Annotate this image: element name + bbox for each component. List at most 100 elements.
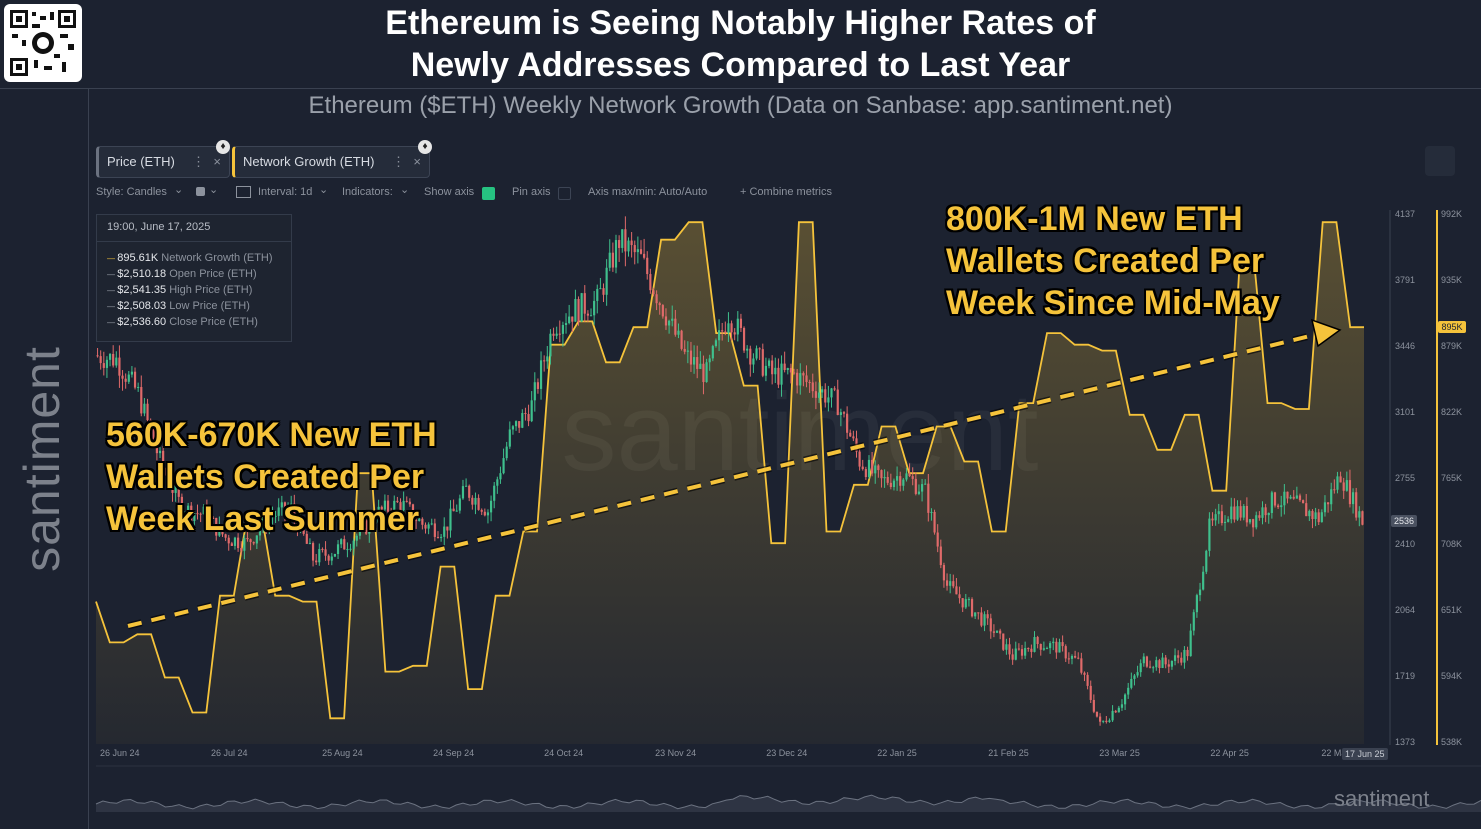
price-candle <box>824 389 827 403</box>
price-candle <box>958 594 961 599</box>
price-candle <box>458 498 461 511</box>
price-candle <box>252 542 255 544</box>
price-candle <box>133 371 137 388</box>
price-candle <box>505 446 508 459</box>
show-axis-checkbox[interactable] <box>482 187 495 200</box>
price-candle <box>802 373 805 376</box>
chevron-down-icon[interactable]: ⌄ <box>400 184 410 196</box>
price-candle <box>130 371 134 375</box>
price-candle <box>811 382 814 392</box>
price-candle <box>995 630 999 633</box>
price-candle <box>911 476 914 479</box>
price-candle <box>861 466 864 470</box>
interval-dropdown[interactable]: Interval: 1d <box>258 186 313 198</box>
chevron-down-icon[interactable]: ⌄ <box>209 184 219 196</box>
price-candle <box>443 526 446 537</box>
current-price-badge: 2536 <box>1391 515 1417 527</box>
price-candle <box>483 511 486 516</box>
price-candle <box>449 508 452 531</box>
price-tick-label: 2410 <box>1395 539 1416 549</box>
price-candle <box>1186 649 1189 657</box>
settings-button[interactable] <box>1425 146 1455 176</box>
chevron-down-icon[interactable]: ⌄ <box>174 184 184 196</box>
price-candle <box>452 508 455 512</box>
annotation-right: 800K-1M New ETH Wallets Created Per Week… <box>946 198 1280 324</box>
price-candle <box>340 539 343 545</box>
price-candle <box>1314 512 1317 520</box>
axis-minmax-dropdown[interactable]: Axis max/min: Auto/Auto <box>588 186 708 198</box>
price-candle <box>1267 512 1270 516</box>
price-candle <box>493 485 496 501</box>
style-dropdown[interactable]: Style: Candles <box>96 186 167 198</box>
price-candle <box>999 630 1002 634</box>
tooltip-row: — $2,510.18 Open Price (ETH) <box>107 268 257 280</box>
sidebar-divider <box>88 88 89 829</box>
legend-swatch: — <box>107 270 118 279</box>
price-candle <box>124 378 127 382</box>
color-swatch-icon[interactable] <box>196 187 205 196</box>
price-candle <box>290 503 293 509</box>
price-candle <box>842 412 846 414</box>
price-candle <box>352 540 355 549</box>
price-candle <box>1205 550 1208 572</box>
tab-menu-icon[interactable]: ⋮ <box>392 154 405 169</box>
chevron-down-icon[interactable]: ⌄ <box>319 184 329 196</box>
price-candle <box>430 523 433 525</box>
price-candle <box>155 442 158 454</box>
tooltip-label: Low Price (ETH) <box>169 300 250 312</box>
indicators-dropdown[interactable]: Indicators: <box>342 186 393 198</box>
price-candle <box>821 389 824 393</box>
title-line-2: Newly Addresses Compared to Last Year <box>410 46 1071 84</box>
price-candle <box>599 288 602 290</box>
price-candle <box>877 465 880 471</box>
legend-swatch: — <box>107 318 118 327</box>
price-candle <box>196 513 199 515</box>
price-candle <box>593 300 596 316</box>
price-candle <box>924 483 927 485</box>
price-candle <box>1049 643 1052 649</box>
price-candle <box>530 400 533 422</box>
price-candle <box>99 356 102 364</box>
price-candle <box>140 386 143 414</box>
price-candle <box>1223 521 1227 524</box>
price-candle <box>1042 648 1045 650</box>
network-tick-label: 765K <box>1441 473 1463 483</box>
price-candle <box>1039 643 1042 650</box>
tab-close-icon[interactable]: × <box>213 154 221 169</box>
price-candle <box>945 580 949 586</box>
price-candle <box>677 330 680 335</box>
price-candle <box>527 414 530 422</box>
price-candle <box>1070 655 1074 659</box>
legend-swatch: — <box>107 286 118 295</box>
price-candle <box>183 515 187 519</box>
price-candle <box>568 316 571 324</box>
header: Ethereum is Seeing Notably Higher Rates … <box>0 0 1481 88</box>
price-candle <box>792 372 796 374</box>
price-candle <box>355 535 358 541</box>
tab-price-eth[interactable]: Price (ETH) ⋮ × <box>96 146 230 178</box>
tooltip-row: — $2,536.60 Close Price (ETH) <box>107 316 258 328</box>
price-candle <box>1067 658 1070 660</box>
price-candle <box>608 252 611 268</box>
price-candle <box>639 249 643 254</box>
price-candle <box>327 555 330 561</box>
tab-menu-icon[interactable]: ⋮ <box>192 154 205 169</box>
price-candle <box>1311 510 1314 520</box>
price-candle <box>808 382 811 384</box>
combine-metrics-button[interactable]: + Combine metrics <box>740 186 833 198</box>
tab-network-growth[interactable]: Network Growth (ETH) ⋮ × <box>232 146 430 178</box>
pin-axis-checkbox[interactable] <box>558 187 571 200</box>
price-candle <box>733 332 736 335</box>
price-candle <box>1326 502 1330 505</box>
price-candle <box>508 429 511 447</box>
network-tick-label: 822K <box>1441 407 1463 417</box>
tab-close-icon[interactable]: × <box>413 154 421 169</box>
price-candle <box>1099 716 1102 722</box>
price-candle <box>805 375 808 383</box>
price-candle <box>977 612 980 614</box>
price-candle <box>137 386 140 388</box>
price-candle <box>1173 655 1177 661</box>
tooltip-date: 19:00, June 17, 2025 <box>107 221 211 233</box>
price-candle <box>233 537 237 546</box>
price-candle <box>108 353 112 360</box>
